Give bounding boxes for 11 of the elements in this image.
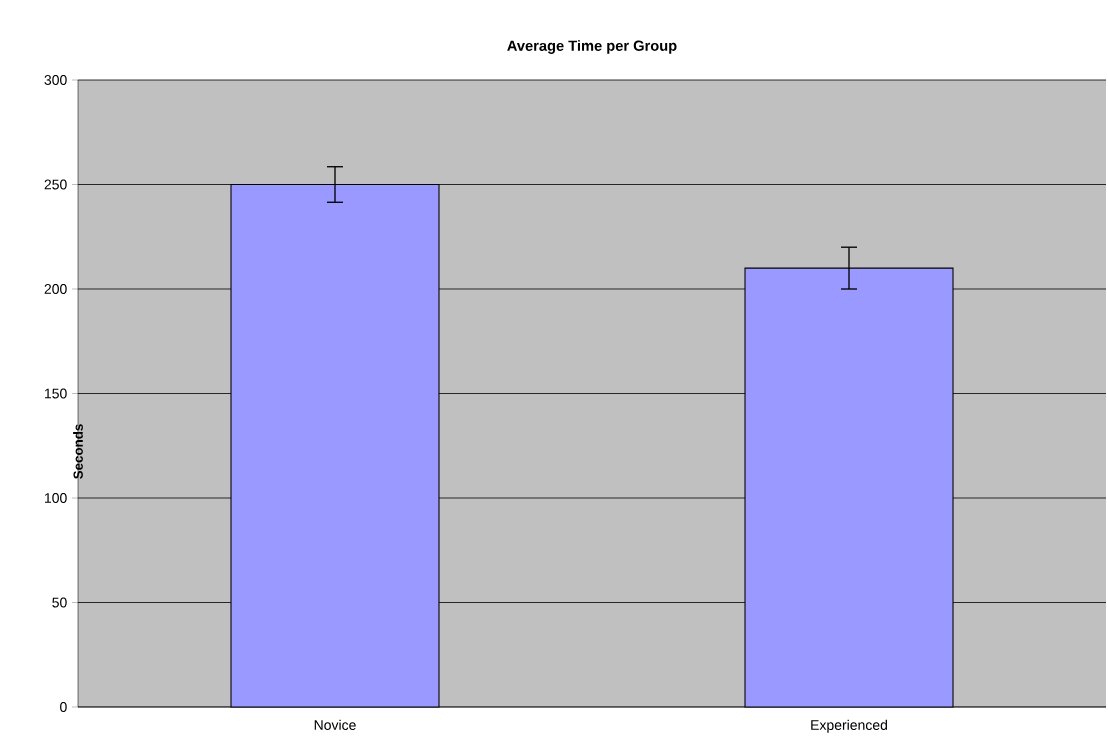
y-tick-label: 100 [45, 493, 67, 503]
y-tick-label: 150 [45, 388, 67, 399]
y-tick-label: 200 [44, 284, 67, 294]
chart-title: Average Time per Group [507, 40, 677, 54]
x-tick-label: Novice [314, 719, 356, 730]
y-tick-label: 300 [44, 75, 67, 85]
y-tick-label: 50 [52, 597, 67, 608]
y-axis-title: Seconds [73, 424, 83, 479]
x-tick-label: Experienced [811, 719, 887, 733]
y-tick-label: 250 [44, 179, 67, 190]
y-tick-label: 0 [60, 702, 67, 712]
